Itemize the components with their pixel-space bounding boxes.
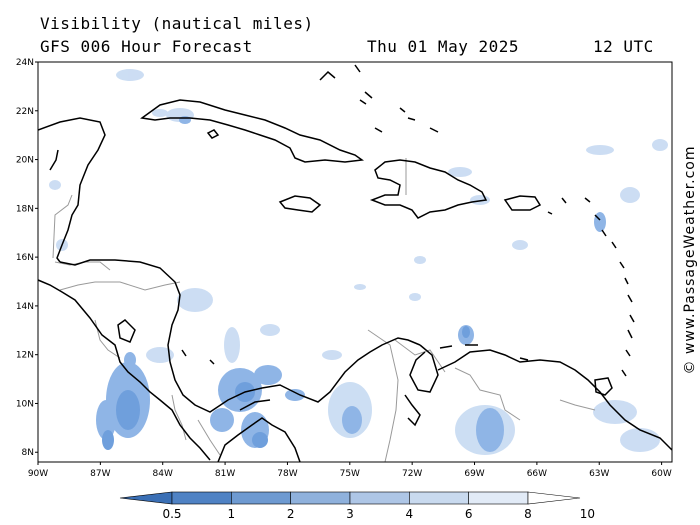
lon-tick-label: 87W: [90, 469, 110, 479]
map-title: Visibility (nautical miles): [40, 14, 314, 33]
colorbar-label: 2: [287, 507, 295, 521]
lat-tick-label: 10N: [16, 399, 34, 409]
colorbar-label: 1: [228, 507, 236, 521]
lon-tick-label: 60W: [651, 469, 671, 479]
lon-tick-label: 63W: [589, 469, 609, 479]
colorbar-segment: [409, 491, 469, 505]
lat-tick-label: 20N: [16, 156, 34, 166]
visibility-colorbar: 0.5 1 2 3 4 6 8 10: [119, 491, 595, 521]
colorbar-label: 4: [406, 507, 414, 521]
lat-tick-label: 24N: [16, 58, 34, 68]
lon-tick-label: 90W: [28, 469, 48, 479]
lat-tick-label: 12N: [16, 351, 34, 361]
lon-tick-label: 72W: [402, 469, 422, 479]
lat-tick-label: 18N: [16, 204, 34, 214]
lon-tick-label: 84W: [153, 469, 173, 479]
colorbar-segment: [468, 491, 529, 505]
coastlines: [38, 45, 672, 462]
lat-tick-label: 16N: [16, 253, 34, 263]
latitude-axis: 24N 22N 20N 18N 16N 14N 12N 10N 8N: [16, 58, 38, 458]
colorbar-segment: [290, 491, 351, 505]
colorbar-label: 8: [524, 507, 532, 521]
lon-tick-label: 78W: [277, 469, 297, 479]
lat-tick-label: 14N: [16, 302, 34, 312]
map-frame: [37, 61, 673, 463]
colorbar-segment: [349, 491, 410, 505]
lat-tick-label: 22N: [16, 107, 34, 117]
forecast-date: Thu 01 May 2025: [367, 37, 519, 56]
colorbar-segment: [171, 491, 232, 505]
forecast-time: 12 UTC: [593, 37, 654, 56]
lon-tick-label: 81W: [215, 469, 235, 479]
colorbar-segment: [231, 491, 291, 505]
lat-tick-label: 8N: [22, 448, 34, 458]
colorbar-segment: [527, 491, 581, 505]
forecast-subtitle: GFS 006 Hour Forecast: [40, 37, 253, 56]
colorbar-label: 10: [580, 507, 595, 521]
lon-tick-label: 75W: [340, 469, 360, 479]
colorbar-label: 0.5: [162, 507, 181, 521]
colorbar-label: 6: [465, 507, 473, 521]
lon-tick-label: 69W: [464, 469, 484, 479]
colorbar-label: 3: [346, 507, 354, 521]
lon-tick-label: 66W: [527, 469, 547, 479]
colorbar-segment: [119, 491, 173, 505]
longitude-axis: 90W 87W 84W 81W 78W 75W 72W 69W 66W 63W 60W: [28, 462, 672, 479]
